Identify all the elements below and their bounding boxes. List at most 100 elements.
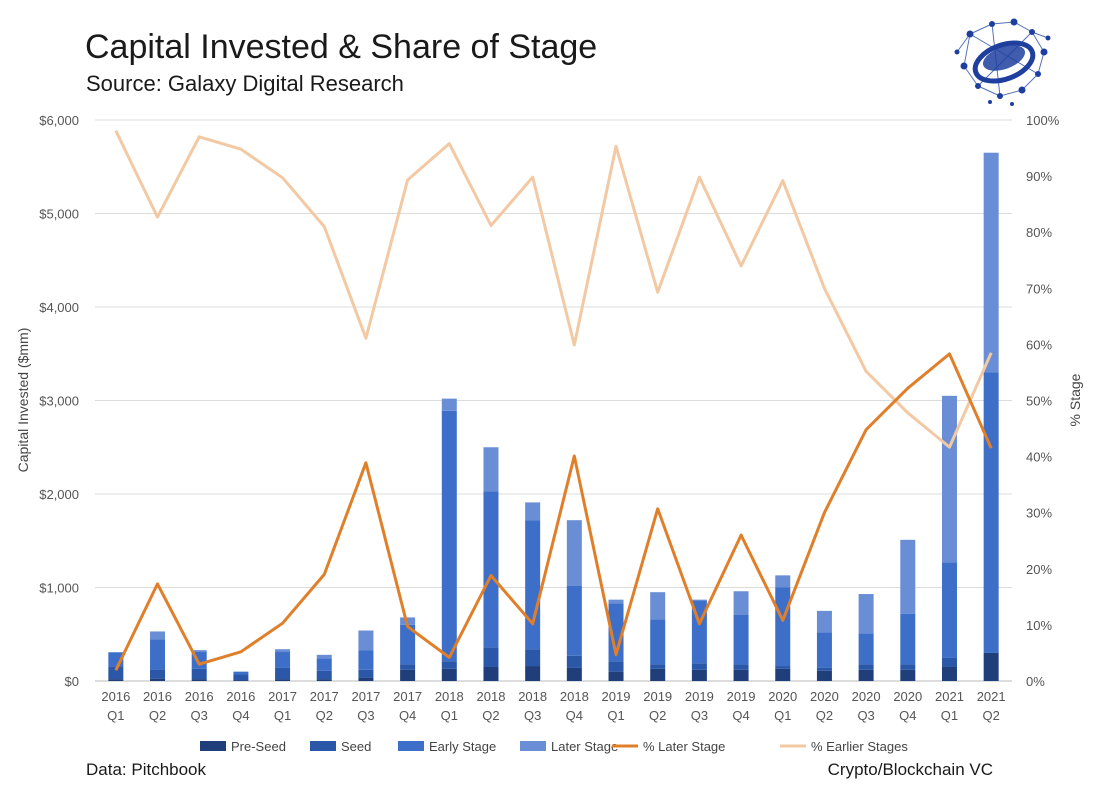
bar-later-stage	[108, 652, 124, 653]
bar-pre-seed	[900, 669, 916, 681]
x-tick-quarter: Q1	[274, 708, 291, 723]
x-tick-quarter: Q2	[482, 708, 499, 723]
bar-pre-seed	[150, 678, 166, 681]
bar-pre-seed	[775, 668, 791, 681]
x-tick-year: 2017	[310, 689, 339, 704]
bar-early-stage	[816, 632, 832, 668]
bar-seed	[233, 674, 249, 681]
y2-tick-label: 10%	[1026, 618, 1052, 633]
bar-pre-seed	[316, 679, 332, 681]
network-globe-logo-icon	[954, 18, 1051, 106]
bar-pre-seed	[275, 679, 291, 681]
x-tick-year: 2019	[727, 689, 756, 704]
bar-later-stage	[650, 592, 666, 620]
x-tick-quarter: Q1	[107, 708, 124, 723]
bar-pre-seed	[650, 668, 666, 681]
bar-seed	[691, 663, 707, 670]
y2-tick-label: 90%	[1026, 169, 1052, 184]
bar-later-stage	[608, 599, 624, 604]
bar-seed	[150, 669, 166, 679]
x-tick-quarter: Q4	[899, 708, 916, 723]
bar-later-stage	[983, 152, 999, 373]
x-axis-tick-labels: 2016 Q1 2016 Q2 2016 Q3 2016 Q4 2017 Q1 2017 Q2 2017…	[101, 689, 1005, 723]
bar-later-stage	[525, 502, 541, 521]
y-tick-label: $0	[65, 674, 79, 689]
bar-later-stage	[691, 599, 707, 601]
bar-seed	[275, 667, 291, 680]
bar-early-stage	[983, 372, 999, 653]
bar-seed	[400, 664, 416, 670]
x-tick-year: 2020	[768, 689, 797, 704]
legend-swatch	[520, 741, 546, 751]
bar-seed	[733, 664, 749, 670]
bar-later-stage	[900, 539, 916, 614]
bar-later-stage	[733, 591, 749, 615]
x-tick-quarter: Q3	[691, 708, 708, 723]
bar-pre-seed	[566, 667, 582, 681]
x-tick-quarter: Q3	[191, 708, 208, 723]
bar-early-stage	[525, 520, 541, 650]
bar-seed	[441, 661, 457, 669]
x-tick-quarter: Q3	[857, 708, 874, 723]
chart-category-note: Crypto/Blockchain VC	[827, 760, 993, 779]
bar-early-stage	[316, 658, 332, 671]
y2-tick-label: 30%	[1026, 506, 1052, 521]
bar-later-stage	[941, 395, 957, 563]
x-tick-quarter: Q1	[941, 708, 958, 723]
x-tick-quarter: Q2	[149, 708, 166, 723]
x-tick-year: 2016	[101, 689, 130, 704]
x-tick-quarter: Q3	[357, 708, 374, 723]
y-axis-label: Capital Invested ($mm)	[15, 328, 31, 473]
bar-seed	[566, 655, 582, 668]
x-tick-year: 2018	[477, 689, 506, 704]
bar-pre-seed	[608, 671, 624, 681]
x-tick-quarter: Q4	[399, 708, 416, 723]
y2-tick-label: 60%	[1026, 337, 1052, 352]
bar-pre-seed	[941, 666, 957, 681]
x-tick-year: 2019	[602, 689, 631, 704]
y-tick-label: $1,000	[39, 581, 79, 596]
x-tick-year: 2019	[685, 689, 714, 704]
bar-later-stage	[275, 649, 291, 653]
y-axis-tick-labels: $0 $1,000 $2,000 $3,000 $4,000 $5,000 $6,000	[39, 113, 79, 689]
percentage-lines	[114, 130, 993, 671]
bar-early-stage	[775, 587, 791, 667]
bar-early-stage	[900, 613, 916, 665]
legend-swatch	[398, 741, 424, 751]
bar-pre-seed	[233, 680, 249, 681]
chart-subtitle: Source: Galaxy Digital Research	[86, 71, 404, 96]
y-tick-label: $6,000	[39, 113, 79, 128]
bar-early-stage	[400, 624, 416, 665]
bar-early-stage	[483, 491, 499, 648]
line--earlier-stages	[114, 130, 993, 449]
x-tick-year: 2021	[935, 689, 964, 704]
legend-label: % Earlier Stages	[811, 739, 908, 754]
legend-label: Early Stage	[429, 739, 496, 754]
x-tick-year: 2016	[143, 689, 172, 704]
bar-seed	[316, 670, 332, 680]
x-tick-year: 2019	[643, 689, 672, 704]
bar-later-stage	[775, 575, 791, 588]
y2-axis-label: % Stage	[1067, 373, 1083, 426]
x-tick-year: 2018	[518, 689, 547, 704]
bar-pre-seed	[191, 679, 207, 681]
legend-label: % Later Stage	[643, 739, 725, 754]
bar-seed	[108, 666, 124, 680]
bar-later-stage	[566, 520, 582, 586]
line--later-stage	[114, 352, 993, 671]
x-tick-year: 2016	[226, 689, 255, 704]
x-tick-year: 2017	[268, 689, 297, 704]
bar-pre-seed	[983, 652, 999, 681]
bar-later-stage	[191, 650, 207, 653]
x-tick-year: 2020	[893, 689, 922, 704]
x-tick-year: 2020	[810, 689, 839, 704]
y-tick-label: $4,000	[39, 300, 79, 315]
x-tick-year: 2017	[393, 689, 422, 704]
legend-label: Seed	[341, 739, 371, 754]
bar-later-stage	[483, 447, 499, 492]
legend-label: Pre-Seed	[231, 739, 286, 754]
x-tick-quarter: Q1	[774, 708, 791, 723]
bar-early-stage	[441, 410, 457, 662]
legend: Pre-Seed Seed Early Stage Later Stage % Late…	[200, 739, 908, 754]
x-tick-year: 2018	[560, 689, 589, 704]
